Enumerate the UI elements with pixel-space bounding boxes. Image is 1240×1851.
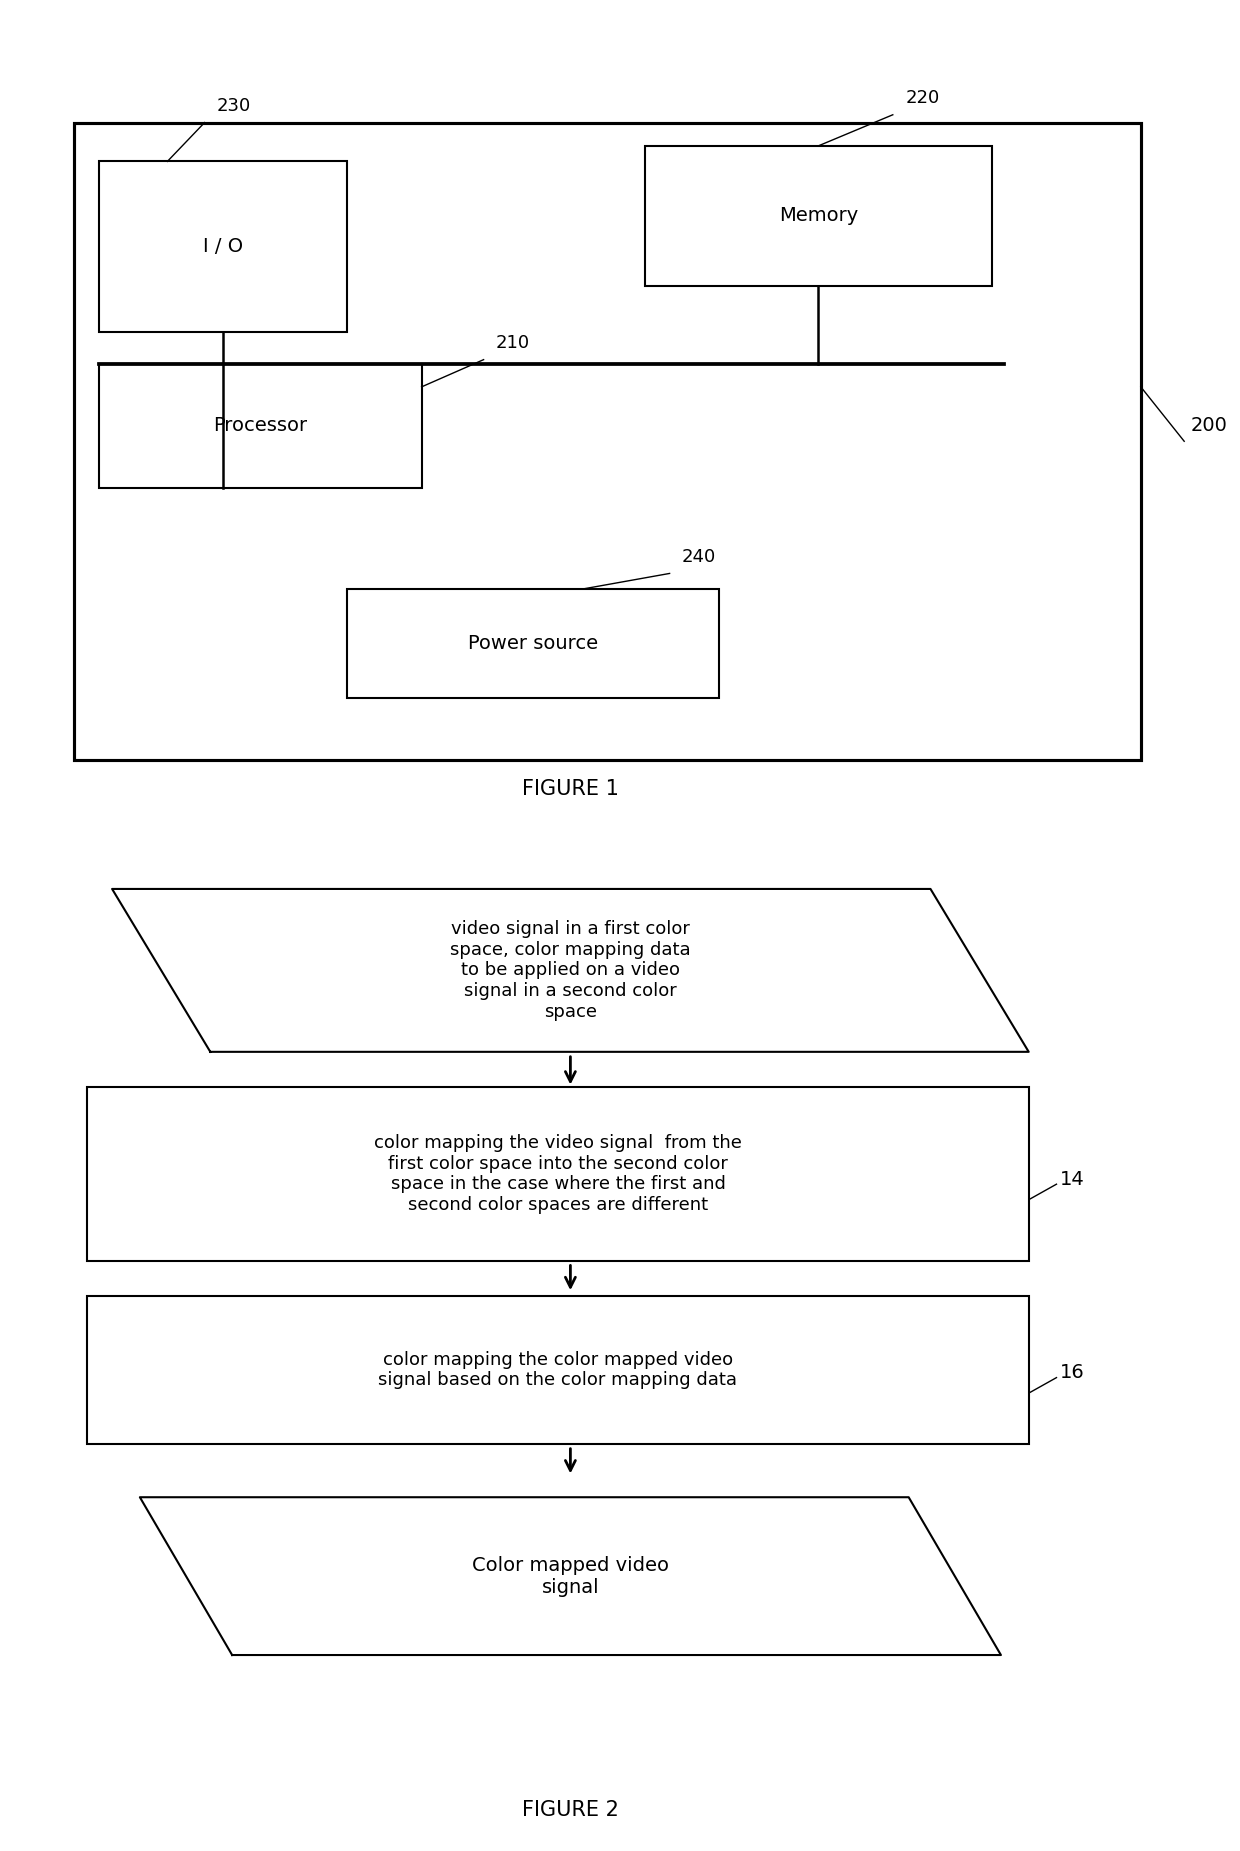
Bar — [74, 122, 1141, 761]
Text: 200: 200 — [1190, 416, 1228, 435]
Text: Color mapped video
signal: Color mapped video signal — [472, 1555, 668, 1597]
Text: video signal in a first color
space, color mapping data
to be applied on a video: video signal in a first color space, col… — [450, 920, 691, 1022]
Bar — [99, 161, 347, 333]
Text: FIGURE 1: FIGURE 1 — [522, 779, 619, 800]
Text: 14: 14 — [1060, 1170, 1085, 1188]
Text: color mapping the video signal  from the
first color space into the second color: color mapping the video signal from the … — [374, 1135, 742, 1214]
Text: I / O: I / O — [203, 237, 243, 257]
Text: 16: 16 — [1060, 1362, 1085, 1383]
Text: 220: 220 — [905, 89, 940, 107]
Text: 240: 240 — [682, 548, 717, 566]
Bar — [645, 146, 992, 285]
Bar — [87, 1088, 1029, 1261]
Text: color mapping the color mapped video
signal based on the color mapping data: color mapping the color mapped video sig… — [378, 1351, 738, 1390]
Bar — [99, 363, 422, 489]
Text: Processor: Processor — [213, 416, 308, 435]
Text: FIGURE 2: FIGURE 2 — [522, 1801, 619, 1821]
Text: Power source: Power source — [469, 633, 598, 653]
Text: 210: 210 — [496, 333, 531, 352]
Text: 230: 230 — [217, 96, 252, 115]
Text: Memory: Memory — [779, 205, 858, 226]
Bar — [87, 1296, 1029, 1444]
Bar — [347, 589, 719, 698]
